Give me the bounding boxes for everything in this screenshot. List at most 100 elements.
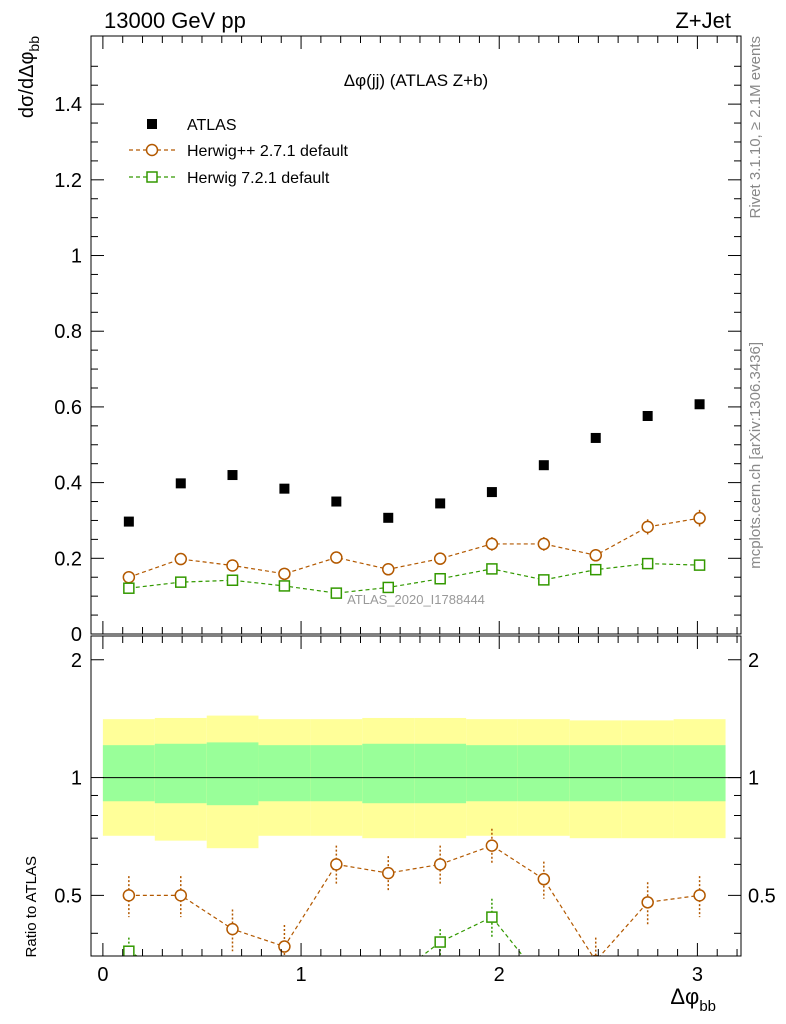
uncertainty-band-inner — [414, 743, 467, 804]
data-point — [641, 520, 654, 534]
data-point — [382, 581, 395, 594]
bottom-panel: 0.5 0.5 1 1 2 2 0 1 2 3 Ratio to ATLAS Δφbb — [23, 635, 776, 1015]
y-tick-label: 0.5 — [54, 885, 82, 907]
y-tick-label: 1.2 — [54, 170, 82, 192]
y-tick-label: 0.2 — [54, 548, 82, 570]
data-point — [486, 487, 497, 498]
ratio-point — [331, 977, 341, 987]
uncertainty-band-inner — [310, 745, 363, 802]
ratio-point — [123, 945, 135, 956]
data-point — [174, 552, 188, 566]
series-line — [128, 563, 700, 594]
x-tick-label: 2 — [494, 964, 505, 986]
ratio-line — [128, 916, 524, 956]
data-point — [693, 511, 706, 525]
header-right: Z+Jet — [675, 8, 731, 33]
y-tick-label: 1.4 — [54, 94, 82, 116]
ratio-point — [122, 889, 136, 902]
data-point — [641, 557, 654, 570]
uncertainty-band-inner — [466, 745, 518, 802]
ratio-line — [128, 844, 700, 956]
ratio-point — [382, 866, 395, 880]
data-point — [227, 470, 238, 481]
bottom-x-axis-label: Δφbb — [670, 984, 716, 1015]
data-point — [435, 498, 446, 509]
watermark: ATLAS_2020_I1788444 — [347, 592, 485, 607]
data-point — [486, 563, 498, 575]
legend-marker — [147, 119, 157, 129]
data-point — [485, 537, 499, 551]
ratio-point — [278, 940, 291, 953]
legend-marker — [145, 143, 159, 157]
ratio-point — [227, 977, 237, 987]
rivet-label: Rivet 3.1.10, ≥ 2.1M events — [747, 36, 764, 219]
bottom-frame — [90, 635, 742, 957]
legend-marker — [146, 171, 158, 183]
data-point — [175, 478, 186, 489]
data-point — [226, 559, 239, 572]
legend: ATLAS Herwig++ 2.7.1 default Herwig 7.2.1 … — [129, 117, 349, 187]
top-y-axis-label: dσ/dΔφbb — [16, 36, 42, 118]
y-tick-label: 0.4 — [54, 473, 82, 495]
data-point — [693, 559, 706, 571]
ratio-point — [226, 922, 239, 936]
data-point — [590, 432, 601, 443]
data-point — [433, 552, 447, 565]
data-point — [383, 512, 394, 523]
ratio-point — [591, 977, 601, 987]
ratio-point — [693, 889, 706, 902]
ratio-point — [176, 977, 186, 987]
uncertainty-band-inner — [258, 745, 311, 802]
ratio-point — [641, 896, 654, 909]
data-point — [642, 410, 653, 421]
data-point — [538, 574, 550, 586]
data-point — [122, 570, 136, 584]
top-frame — [90, 35, 742, 635]
x-tick-label: 0 — [97, 964, 108, 986]
ratio-point — [330, 858, 343, 871]
y-tick-label: 2 — [71, 650, 82, 672]
header-left: 13000 GeV pp — [104, 8, 246, 33]
data-point — [434, 572, 446, 585]
uncertainty-band-inner — [621, 745, 674, 802]
data-point — [538, 460, 549, 471]
ratio-point — [433, 858, 447, 871]
uncertainty-band-inner — [154, 743, 207, 804]
y-tick-label-right: 0.5 — [748, 885, 776, 907]
legend-label: Herwig 7.2.1 default — [187, 170, 330, 187]
bottom-y-axis-label: Ratio to ATLAS — [23, 856, 40, 957]
top-title: Δφ(jj) (ATLAS Z+b) — [344, 71, 488, 90]
y-tick-label-right: 2 — [748, 650, 759, 672]
data-point — [279, 483, 290, 494]
uncertainty-band-inner — [569, 745, 622, 802]
uncertainty-band-inner — [673, 745, 726, 802]
mcplots-label: mcplots.cern.ch [arXiv:1306.3436] — [747, 342, 764, 569]
data-point — [330, 587, 343, 599]
ratio-point — [174, 889, 188, 902]
data-point — [537, 537, 551, 551]
data-point — [175, 576, 187, 588]
ratio-point — [591, 954, 600, 956]
data-point — [694, 399, 705, 410]
legend-label: Herwig++ 2.7.1 default — [187, 143, 349, 160]
uncertainty-band-inner — [517, 745, 570, 802]
ratio-point — [383, 977, 393, 987]
uncertainty-band-inner — [102, 745, 155, 802]
data-point — [123, 516, 134, 527]
ratio-point — [537, 872, 551, 886]
data-point — [123, 582, 135, 594]
data-point — [382, 563, 395, 576]
uncertainty-band-inner — [362, 743, 415, 804]
legend-label: ATLAS — [187, 117, 237, 134]
y-tick-label: 0 — [71, 624, 82, 646]
ratio-point — [539, 977, 549, 987]
ratio-point — [485, 839, 499, 852]
uncertainty-band-inner — [206, 742, 259, 806]
data-point — [589, 549, 602, 562]
y-tick-label: 1 — [71, 768, 82, 790]
data-point — [331, 496, 342, 507]
data-point — [226, 574, 239, 587]
x-tick-label: 3 — [692, 964, 703, 986]
data-point — [278, 580, 291, 592]
